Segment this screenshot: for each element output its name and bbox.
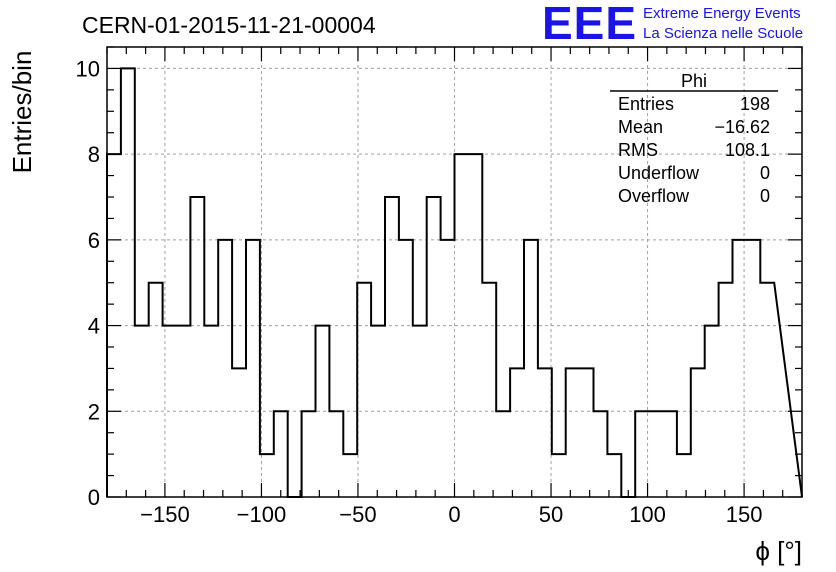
chart-title: CERN-01-2015-11-21-00004 (82, 12, 376, 38)
stats-value: 108.1 (725, 140, 770, 160)
stats-label: RMS (618, 140, 658, 160)
eee-logo: EEE Extreme Energy Events La Scienza nel… (542, 0, 803, 49)
stats-box: Phi Entries 198 Mean −16.62 RMS 108.1 Underflo… (610, 71, 778, 206)
y-tick-label: 10 (76, 56, 100, 81)
y-tick-label: 8 (88, 142, 100, 167)
stats-value: 0 (760, 186, 770, 206)
x-tick-label: −150 (140, 502, 190, 527)
logo-line-2: La Scienza nelle Scuole (643, 25, 804, 42)
y-tick-label: 6 (88, 228, 100, 253)
grid (107, 47, 802, 497)
stats-title: Phi (681, 71, 707, 91)
y-tick-label: 0 (88, 485, 100, 510)
y-axis-label: Entries/bin (7, 51, 37, 174)
histogram-outline (106, 67, 803, 498)
logo-caption: Extreme Energy Events La Scienza nelle S… (643, 4, 803, 44)
stats-label: Mean (618, 117, 663, 137)
y-tick-label: 4 (88, 314, 100, 339)
x-tick-label: 50 (539, 502, 563, 527)
stats-value: 198 (740, 94, 770, 114)
x-tick-label: 150 (726, 502, 763, 527)
x-tick-label: −100 (237, 502, 287, 527)
logo-line-1: Extreme Energy Events (643, 5, 801, 22)
logo-mark: EEE (542, 0, 638, 49)
x-tick-label: 0 (448, 502, 460, 527)
x-tick-label: 100 (629, 502, 666, 527)
stats-label: Entries (618, 94, 674, 114)
axes: −150 −100 −50 0 50 100 150 0 2 4 6 8 10 (76, 46, 803, 527)
x-axis-label: ϕ [°] (755, 536, 802, 566)
stats-value: 0 (760, 163, 770, 183)
stats-label: Underflow (618, 163, 700, 183)
x-tick-label: −50 (339, 502, 376, 527)
stats-label: Overflow (618, 186, 690, 206)
stats-value: −16.62 (714, 117, 770, 137)
y-tick-label: 2 (88, 399, 100, 424)
